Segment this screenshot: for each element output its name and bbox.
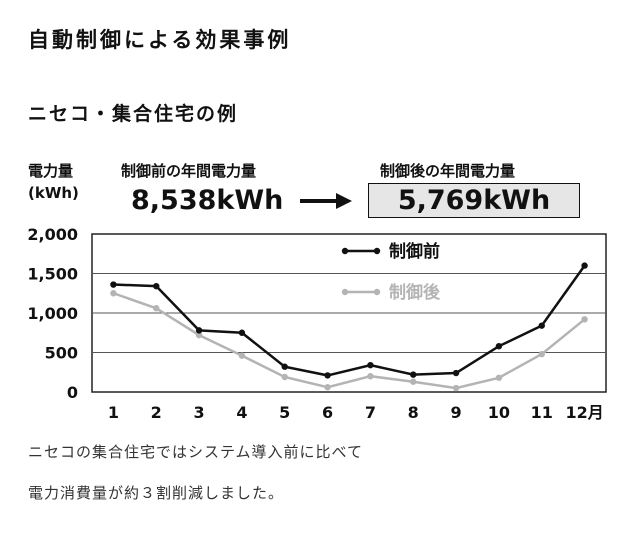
x-tick-label: 6 bbox=[322, 403, 333, 422]
right-arrow-icon bbox=[300, 193, 352, 209]
legend-label-1: 制御後 bbox=[389, 282, 441, 303]
data-point-series-1 bbox=[195, 331, 203, 339]
data-point-series-1 bbox=[452, 384, 460, 392]
y-tick-label: 1,000 bbox=[27, 304, 78, 323]
data-point-series-0 bbox=[281, 363, 288, 370]
data-point-series-0 bbox=[367, 361, 374, 369]
data-point-series-1 bbox=[324, 384, 331, 391]
x-tick-label: 10 bbox=[488, 403, 510, 422]
after-annual-label: 制御後の年間電力量 bbox=[380, 162, 516, 180]
x-tick-label: 1 bbox=[108, 403, 119, 422]
x-tick-label: 3 bbox=[194, 403, 205, 422]
x-tick-label: 11 bbox=[531, 403, 553, 422]
caption-line-2: 電力消費量が約３割削減しました。 bbox=[28, 484, 285, 502]
data-point-series-0 bbox=[495, 342, 503, 350]
case-subtitle: ニセコ・集合住宅の例 bbox=[28, 103, 239, 125]
x-tick-label: 9 bbox=[451, 403, 462, 422]
data-point-series-0 bbox=[110, 281, 117, 288]
page-title: 自動制御による効果事例 bbox=[28, 28, 292, 52]
data-point-series-0 bbox=[238, 329, 246, 336]
data-point-series-1 bbox=[110, 290, 117, 297]
x-tick-label: 4 bbox=[236, 403, 247, 422]
before-annual-value: 8,538kWh bbox=[131, 185, 284, 216]
series-line-0 bbox=[113, 264, 586, 377]
data-point-series-1 bbox=[581, 316, 588, 323]
electricity-line-chart: 0 500 1,000 1,500 2,000 1 2 3 4 5 6 7 8 9 10 11 12月 制御前制御… bbox=[27, 225, 607, 422]
before-annual-label: 制御前の年間電力量 bbox=[121, 162, 257, 180]
legend-marker-0 bbox=[373, 247, 381, 255]
legend-marker-1 bbox=[373, 288, 381, 296]
after-value-box bbox=[368, 183, 580, 218]
x-tick-label: 5 bbox=[279, 403, 290, 422]
after-annual-value: 5,769kWh bbox=[397, 185, 551, 216]
series-line-1 bbox=[113, 292, 586, 390]
data-point-series-1 bbox=[238, 352, 246, 359]
legend-marker-0 bbox=[341, 247, 349, 255]
x-tick-label: 7 bbox=[365, 403, 376, 422]
data-point-series-1 bbox=[367, 373, 374, 380]
data-point-series-1 bbox=[281, 373, 288, 381]
x-tick-label: 12月 bbox=[565, 403, 603, 422]
data-point-series-0 bbox=[538, 322, 545, 329]
data-point-series-1 bbox=[495, 374, 503, 381]
data-point-series-0 bbox=[452, 369, 460, 377]
y-tick-label: 500 bbox=[45, 344, 78, 363]
data-point-series-1 bbox=[410, 378, 417, 385]
legend-label-0: 制御前 bbox=[389, 241, 440, 262]
y-tick-label: 0 bbox=[67, 383, 78, 402]
data-point-series-0 bbox=[324, 372, 331, 379]
x-tick-label: 8 bbox=[408, 403, 419, 422]
data-point-series-0 bbox=[581, 262, 588, 269]
y-axis-label-line2: (kWh) bbox=[28, 184, 79, 202]
legend-marker-1 bbox=[341, 288, 349, 296]
y-tick-label: 1,500 bbox=[27, 265, 78, 284]
data-point-series-1 bbox=[538, 350, 545, 358]
x-tick-label: 2 bbox=[151, 403, 162, 422]
data-point-series-1 bbox=[153, 305, 160, 312]
data-point-series-0 bbox=[195, 327, 203, 334]
y-tick-label: 2,000 bbox=[27, 225, 78, 244]
caption-line-1: ニセコの集合住宅ではシステム導入前に比べて bbox=[28, 443, 363, 461]
data-point-series-0 bbox=[153, 282, 160, 290]
data-point-series-0 bbox=[410, 371, 417, 378]
y-axis-label-line1: 電力量 bbox=[28, 162, 74, 180]
